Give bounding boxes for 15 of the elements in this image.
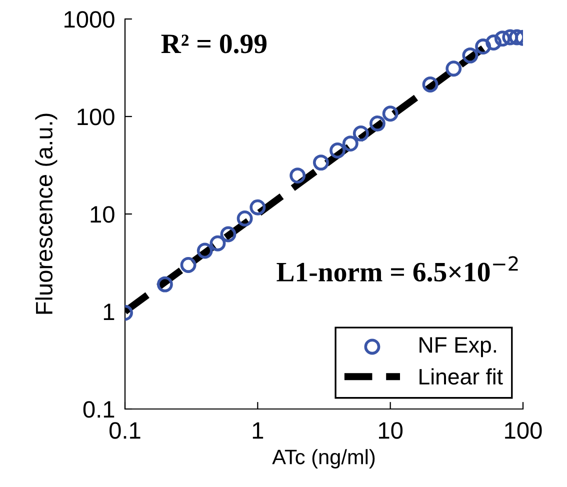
legend-label: Linear fit [420,368,503,385]
x-tick-label: 0.1 [110,422,140,439]
y-axis-title: Fluorescence (a.u.) [35,114,58,314]
annotation: L1-norm = 6.5×10$^{−2}$ [276,256,518,282]
legend-label: NF Exp. [420,337,496,358]
x-tick-label: 100 [505,422,542,439]
y-tick-label: 10 [90,206,114,223]
y-tick-label: 1000 [64,11,114,28]
y-tick-label: 100 [78,108,114,126]
x-tick-label: 1 [252,422,264,439]
x-axis-title: ATc (ng/ml) [272,449,375,468]
y-tick-label: 1 [104,304,114,320]
x-tick-label: 10 [379,422,403,439]
annotation: R² = 0.99 [161,34,267,54]
y-tick-label: 0.1 [83,401,114,418]
